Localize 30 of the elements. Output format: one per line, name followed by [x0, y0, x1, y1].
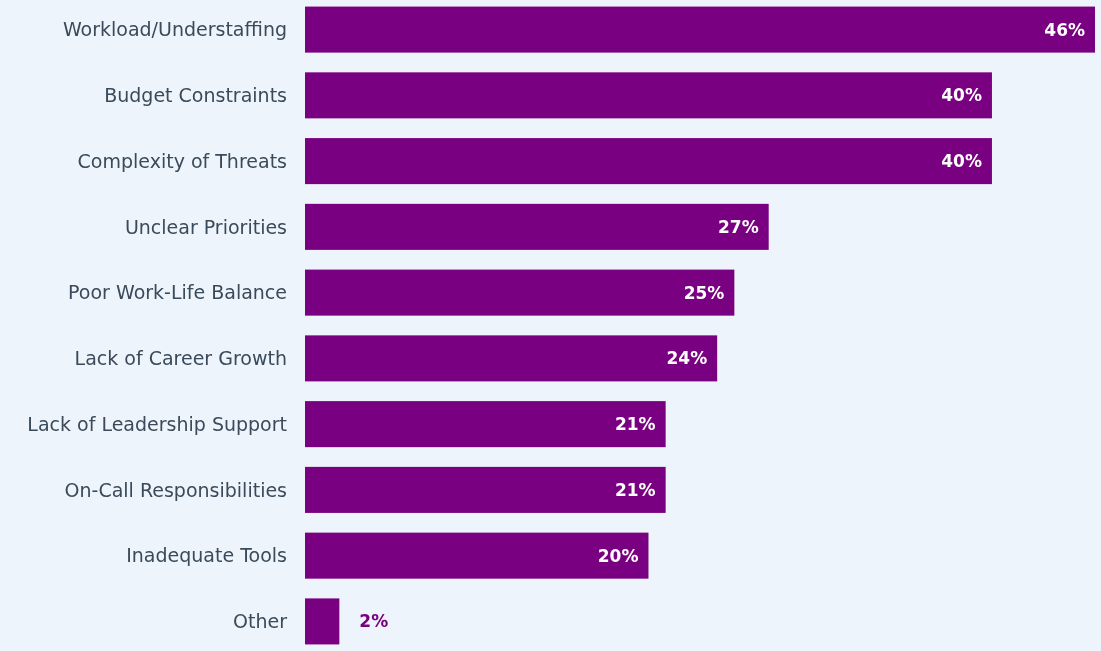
y-tick-label: Inadequate Tools	[126, 544, 287, 567]
data-label: 40%	[941, 151, 982, 172]
y-tick-label: Complexity of Threats	[77, 149, 287, 172]
bar	[305, 203, 769, 250]
data-label: 46%	[1044, 19, 1085, 40]
data-label: 2%	[359, 611, 389, 632]
data-label: 24%	[666, 348, 708, 369]
data-label: 21%	[614, 414, 656, 435]
data-label: 27%	[717, 216, 759, 237]
y-tick-label: Other	[233, 610, 288, 633]
bar	[305, 466, 666, 513]
bar	[305, 72, 992, 119]
data-label: 40%	[941, 85, 982, 106]
y-tick-label: Unclear Priorities	[124, 215, 287, 238]
y-tick-label: Lack of Leadership Support	[27, 412, 287, 435]
bar	[305, 401, 666, 448]
bar	[305, 335, 718, 382]
y-tick-label: Lack of Career Growth	[74, 347, 287, 370]
data-label: 25%	[683, 282, 725, 303]
bar	[305, 598, 340, 645]
y-tick-label: On-Call Responsibilities	[64, 478, 287, 501]
bar	[305, 532, 649, 579]
y-tick-label: Budget Constraints	[104, 84, 287, 106]
y-tick-label: Poor Work-Life Balance	[68, 281, 287, 304]
bar	[305, 269, 735, 316]
bar	[305, 138, 992, 185]
bar	[305, 6, 1095, 53]
y-tick-label: Workload/Understaffing	[62, 18, 287, 41]
data-label: 21%	[614, 479, 656, 500]
data-label: 20%	[597, 545, 639, 566]
